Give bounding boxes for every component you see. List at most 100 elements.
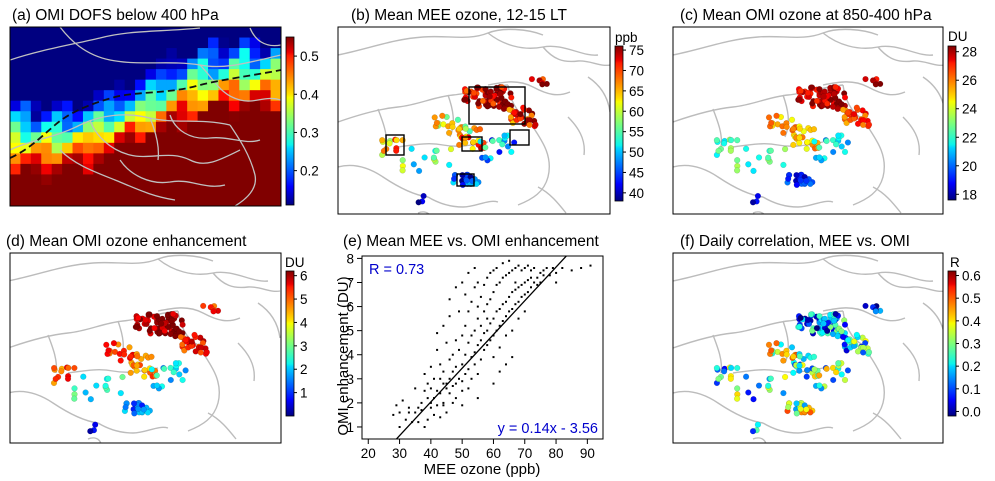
site-marker (780, 161, 787, 169)
dofs-cell (239, 37, 251, 49)
dofs-cell (208, 142, 220, 154)
scatter-point (467, 387, 470, 390)
scatter-point (589, 264, 592, 267)
dofs-cell (20, 79, 32, 91)
site-marker (433, 147, 440, 154)
scatter-point (498, 308, 501, 310)
colorbar-tick-label: 65 (629, 84, 644, 99)
site-marker (831, 90, 838, 97)
scatter-point (486, 276, 489, 279)
site-marker (80, 373, 87, 380)
site-marker (773, 340, 780, 347)
site-marker (841, 94, 849, 101)
dofs-cell (218, 48, 230, 60)
dofs-cell (166, 111, 178, 123)
dofs-cell (103, 79, 115, 91)
dofs-cell (62, 132, 74, 144)
dofs-cell (145, 153, 157, 165)
dofs-cell (62, 153, 74, 165)
site-marker (110, 340, 118, 347)
dofs-cell (82, 142, 94, 154)
dofs-cell (93, 163, 105, 176)
dofs-cell (249, 100, 261, 112)
site-marker (506, 106, 513, 113)
dofs-cell (270, 58, 281, 70)
site-marker (176, 371, 183, 378)
site-marker (462, 134, 469, 141)
dofs-cell (93, 58, 105, 70)
scatter-point (476, 305, 479, 308)
dofs-cell (72, 27, 84, 39)
scatter-point (486, 344, 489, 347)
dofs-cell (145, 27, 157, 39)
dofs-cell (218, 79, 230, 91)
dofs-cell (166, 142, 178, 154)
site-marker (742, 373, 750, 380)
scatter-point (520, 283, 523, 286)
dofs-cell (114, 79, 126, 91)
dofs-cell (208, 69, 220, 81)
site-marker (768, 347, 775, 354)
scatter-point (445, 387, 448, 390)
colorbar-tick-label: 26 (962, 73, 977, 88)
dofs-cell (145, 58, 157, 70)
dofs-cell (30, 90, 42, 102)
dofs-cell (124, 121, 136, 133)
site-marker (838, 371, 845, 378)
site-marker (715, 375, 722, 383)
scatter-point (448, 377, 451, 380)
site-marker (841, 341, 848, 348)
colorbar-tick-label: 0.6 (962, 269, 981, 284)
dofs-cell (114, 27, 126, 39)
dofs-cell (197, 27, 209, 39)
dofs-cell (239, 111, 251, 123)
dofs-cell (166, 195, 178, 206)
scatter-point (448, 392, 451, 395)
scatter-point (436, 404, 439, 407)
dofs-cell (228, 142, 240, 154)
scatter-point (429, 406, 432, 409)
site-marker (781, 373, 789, 381)
scatter-point (442, 370, 445, 373)
site-marker (853, 104, 860, 111)
scatter-point (395, 404, 398, 407)
dofs-cell (166, 58, 178, 70)
site-marker (52, 375, 59, 383)
dofs-cell (10, 195, 22, 206)
site-marker (809, 100, 816, 107)
scatter-point (433, 413, 435, 416)
dofs-cell (82, 27, 94, 39)
site-marker (844, 367, 852, 374)
site-marker (808, 84, 815, 91)
dofs-cell (145, 132, 157, 144)
dofs-cell (30, 142, 42, 154)
region-box-ncp (468, 86, 526, 125)
dofs-cell (72, 90, 84, 102)
scatter-point (461, 389, 464, 392)
scatter-point (445, 341, 448, 344)
dofs-cell (51, 121, 63, 133)
scatter-point (536, 283, 539, 286)
scatter-point (454, 382, 457, 385)
dofs-cell (166, 37, 178, 49)
dofs-cell (82, 37, 94, 49)
scatter-point (458, 310, 460, 313)
y-tick-label: 5 (346, 324, 354, 339)
dofs-cell (155, 142, 167, 154)
colorbar-tick-label: 0.3 (300, 125, 319, 140)
dofs-cell (187, 163, 199, 176)
dofs-cell (20, 100, 32, 112)
colorbar-f-unit: R (950, 255, 960, 270)
colorbar-tick-label: 28 (962, 45, 977, 60)
y-tick-label: 1 (346, 420, 354, 435)
site-marker (832, 83, 839, 91)
y-axis-label: OMI enhancement (DU) (335, 276, 352, 435)
site-marker (816, 144, 823, 151)
dofs-cell (103, 195, 115, 206)
site-marker (200, 302, 207, 310)
colorbar-tick-label: 5 (300, 292, 308, 307)
scatter-point (505, 315, 507, 318)
colorbar-tick-label: 0.4 (300, 87, 319, 102)
site-marker (122, 404, 129, 411)
